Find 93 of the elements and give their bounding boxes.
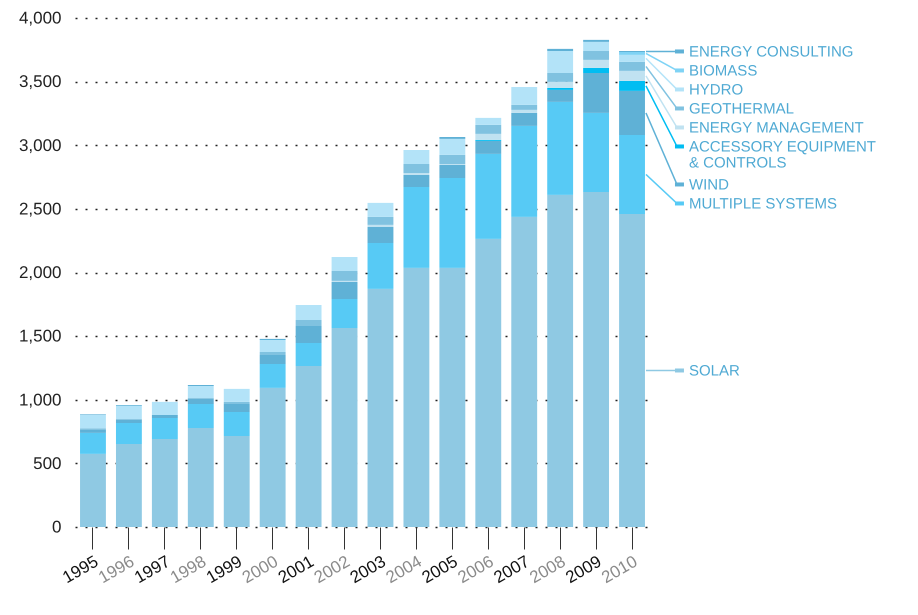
legend-label: BIOMASS	[688, 62, 758, 80]
bar	[403, 150, 430, 164]
bar	[439, 164, 466, 178]
bar	[224, 412, 250, 436]
legend-label: ENERGY CONSULTING	[688, 43, 854, 60]
bar	[475, 140, 502, 154]
bar	[547, 102, 574, 195]
legend-label: GEOTHERMAL	[688, 100, 794, 118]
bar	[296, 326, 322, 343]
bar	[332, 298, 358, 328]
bar	[260, 364, 286, 388]
bar	[260, 354, 286, 364]
bar	[80, 415, 106, 428]
bar	[439, 268, 466, 527]
bar	[403, 174, 430, 187]
y-tick-label: 4,000	[18, 8, 62, 28]
legend-label: ENERGY MANAGEMENT	[688, 119, 864, 136]
bar	[403, 268, 430, 527]
bar	[511, 126, 538, 217]
bar	[547, 72, 574, 82]
bar	[583, 192, 610, 527]
bar	[368, 216, 394, 225]
bar	[583, 42, 610, 51]
bar	[116, 444, 142, 527]
bar	[583, 72, 610, 113]
bar	[116, 406, 142, 419]
bar	[152, 415, 178, 418]
bar	[332, 270, 358, 281]
bar	[332, 328, 358, 527]
bar	[260, 352, 286, 355]
bar	[296, 366, 322, 527]
bar	[547, 50, 574, 73]
bar	[583, 68, 610, 73]
bar	[224, 388, 250, 402]
bar	[116, 420, 142, 424]
bar	[368, 242, 394, 289]
bar	[224, 404, 250, 412]
y-tick-label: 1,500	[18, 326, 62, 346]
bar	[439, 154, 466, 164]
bar	[188, 404, 214, 428]
bar	[188, 428, 214, 527]
bar	[368, 202, 394, 217]
bar	[403, 164, 430, 173]
legend-label: MULTIPLE SYSTEMS	[688, 195, 838, 212]
bar	[511, 112, 538, 126]
bar	[152, 402, 178, 416]
bar	[116, 423, 142, 444]
bar	[475, 154, 502, 239]
bar	[475, 118, 502, 125]
bar	[260, 340, 286, 352]
bar	[296, 304, 322, 320]
bar	[547, 194, 574, 527]
bar	[547, 90, 574, 102]
y-tick-label: 3,000	[18, 136, 62, 155]
y-tick-label: 3,500	[18, 72, 62, 92]
bar	[296, 320, 322, 326]
bar	[152, 438, 178, 527]
bar	[475, 238, 502, 527]
bar	[224, 436, 250, 527]
bar	[188, 398, 214, 404]
bar	[403, 186, 430, 268]
bar	[80, 432, 106, 454]
legend-label: WIND	[688, 176, 730, 194]
bar	[296, 342, 322, 366]
bar	[475, 134, 502, 140]
bar	[332, 256, 358, 271]
bar	[511, 86, 538, 105]
bar	[511, 110, 538, 113]
bar	[260, 388, 286, 527]
bar	[439, 138, 466, 155]
y-tick-label: 2,000	[18, 263, 62, 282]
legend-label: SOLAR	[688, 362, 740, 380]
bar	[475, 124, 502, 134]
bar	[583, 112, 610, 192]
bar	[80, 430, 106, 433]
bar	[439, 178, 466, 268]
bar	[188, 386, 214, 398]
bar	[368, 226, 394, 243]
y-tick-label: 1,000	[18, 390, 62, 410]
bar	[583, 60, 610, 68]
bar	[368, 288, 394, 527]
y-tick-label: 500	[33, 454, 62, 473]
bar	[80, 454, 106, 527]
bar	[152, 418, 178, 439]
bar	[332, 282, 358, 299]
bar	[547, 82, 574, 88]
legend-label: ACCESSORY EQUIPMENT & CONTROLS	[688, 138, 876, 172]
legend-label: HYDRO	[688, 81, 744, 98]
bar	[511, 104, 538, 110]
bar	[511, 216, 538, 527]
y-tick-label: 0	[52, 518, 62, 536]
y-tick-label: 2,500	[18, 199, 62, 218]
bar	[583, 50, 610, 60]
